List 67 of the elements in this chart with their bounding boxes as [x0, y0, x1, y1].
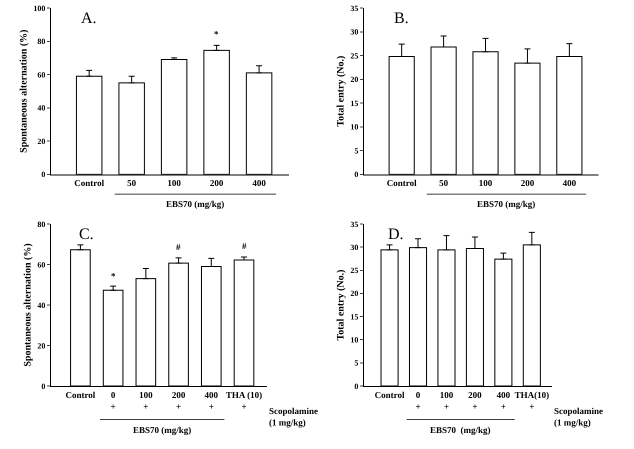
annotation: # [176, 242, 181, 252]
x-tick-label: Control [65, 390, 96, 400]
text: Scopolamine (1 mg/kg) [269, 406, 318, 428]
text: Scopolamine (1 mg/kg) [554, 406, 604, 428]
y-tick-label: 5 [354, 146, 358, 156]
y-tick-label: 20 [37, 136, 46, 146]
x-tick-label: 50 [127, 178, 137, 188]
x-tick-label: 200 + [172, 390, 186, 412]
annotation: * [111, 271, 116, 281]
y-tick-label: 20 [37, 341, 46, 350]
x-tick-label: 200 [210, 178, 224, 188]
x-tick-label: THA(10) + [514, 390, 550, 412]
y-tick-label: 25 [350, 266, 358, 276]
x-tick-label: 100 [167, 178, 182, 188]
x-axis-title: EBS70 (mg/kg) [133, 425, 192, 435]
y-tick-label: 20 [350, 75, 358, 84]
x-tick-label: 400 + [204, 390, 219, 412]
chart-title: D. [388, 226, 404, 243]
chart-title: C. [79, 226, 94, 243]
chart-title: A. [81, 10, 97, 27]
y-tick-label: 10 [350, 122, 358, 132]
y-tick-label: 30 [350, 28, 358, 37]
x-tick-label: 0 + [110, 390, 116, 412]
y-tick-label: 0 [354, 170, 358, 180]
x-tick-label: 50 [439, 178, 449, 188]
y-tick-label: 40 [37, 104, 46, 113]
x-tick-label: 100 + [139, 390, 154, 412]
y-tick-label: 40 [37, 300, 46, 310]
y-tick-label: 35 [350, 220, 358, 229]
x-tick-label: THA (10) + [226, 390, 262, 412]
y-tick-label: 100 [33, 4, 46, 13]
x-tick-label: Control [386, 178, 418, 188]
y-tick-label: 0 [41, 382, 46, 391]
y-tick-label: 15 [350, 312, 358, 322]
y-tick-label: 80 [37, 220, 46, 229]
y-axis-title: Spontaneous alternation (%) [18, 29, 30, 153]
x-tick-label: 100 + [440, 390, 454, 412]
y-tick-label: 15 [350, 98, 358, 108]
y-axis-title: Total entry (No.) [335, 269, 346, 341]
y-tick-label: 60 [37, 70, 46, 80]
y-tick-label: 0 [354, 382, 358, 391]
y-tick-label: 20 [350, 289, 358, 298]
x-tick-label: 0 + [415, 390, 421, 412]
x-axis-title: EBS70 (mg/kg) [166, 199, 224, 209]
y-axis-title: Spontaneous alternation (%) [22, 243, 34, 367]
x-tick-label: Control [374, 390, 405, 400]
y-tick-label: 10 [350, 336, 358, 345]
x-tick-label: 100 [478, 178, 493, 188]
annotation: * [214, 29, 219, 39]
annotation: # [242, 241, 247, 251]
chart-title: B. [394, 10, 409, 27]
x-tick-label: Control [74, 178, 105, 188]
y-tick-label: 60 [37, 260, 46, 270]
y-tick-label: 0 [41, 170, 46, 180]
x-tick-label: 400 [562, 178, 577, 188]
x-tick-label: 200 + [468, 390, 482, 412]
x-axis-title: EBS70 (mg/kg) [477, 199, 536, 209]
y-axis-title: Total entry (No.) [335, 56, 346, 127]
y-tick-label: 25 [350, 51, 358, 60]
y-tick-label: 5 [354, 358, 358, 368]
y-tick-label: 35 [350, 4, 358, 13]
y-tick-label: 80 [37, 37, 46, 46]
x-tick-label: 400 [252, 178, 266, 188]
x-axis-title: EBS70 (mg/kg) [430, 425, 491, 435]
x-tick-label: 200 [520, 178, 535, 188]
y-tick-label: 30 [350, 242, 358, 252]
x-tick-label: 400 + [496, 390, 511, 412]
